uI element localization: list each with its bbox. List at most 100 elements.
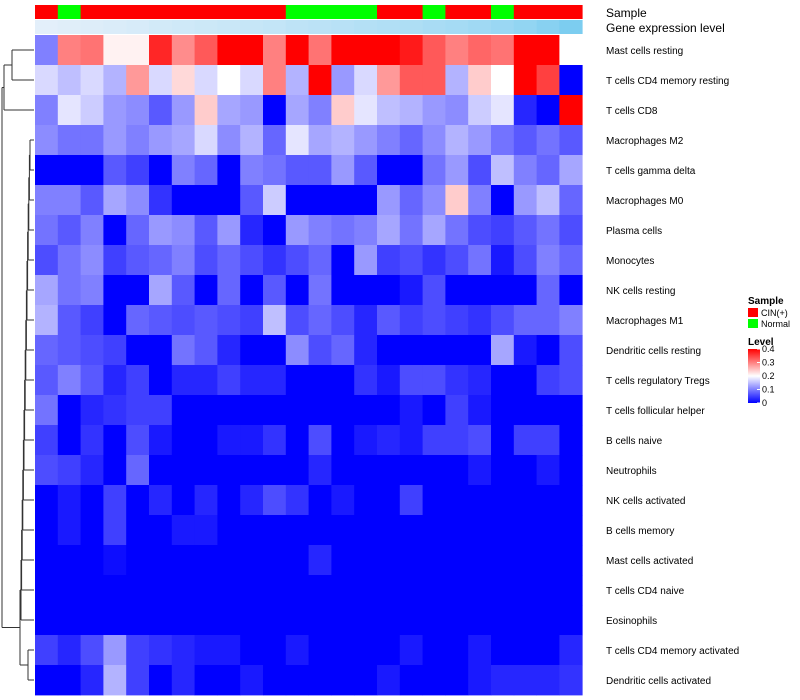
heatmap-cell (285, 275, 309, 306)
heatmap-cell (377, 245, 401, 276)
sample-annotation-cell (57, 5, 81, 19)
heatmap-cell (263, 425, 287, 456)
heatmap-cell (559, 125, 583, 156)
heatmap-cell (149, 65, 173, 96)
heatmap-cell (308, 665, 332, 696)
sample-annotation-cell (308, 5, 332, 19)
heatmap-cell (331, 95, 355, 126)
heatmap-cell (217, 125, 241, 156)
row-label: Macrophages M1 (606, 316, 684, 327)
heatmap-cell (559, 35, 583, 66)
heatmap-cell (422, 665, 446, 696)
heatmap-cell (194, 185, 218, 216)
heatmap-cell (399, 605, 423, 636)
heatmap-cell (240, 515, 264, 546)
heatmap-cell (308, 365, 332, 396)
heatmap-cell (80, 155, 104, 186)
heatmap-cell (240, 125, 264, 156)
heatmap-cell (422, 365, 446, 396)
heatmap-cell (354, 425, 378, 456)
heatmap-cell (35, 545, 59, 576)
heatmap-cell (126, 125, 150, 156)
heatmap-cell (308, 35, 332, 66)
heatmap-cell (240, 455, 264, 486)
heatmap-cell (559, 425, 583, 456)
heatmap-cell (263, 605, 287, 636)
heatmap-cell (491, 635, 515, 666)
heatmap-cell (217, 515, 241, 546)
sample-legend-items: CIN(+)Normal (748, 308, 790, 329)
row-labels: Mast cells resting T cells CD4 memory res… (606, 46, 739, 687)
heatmap-cell (399, 275, 423, 306)
heatmap-cell (468, 125, 492, 156)
heatmap-cell (445, 455, 469, 486)
heatmap-cell (422, 395, 446, 426)
heatmap-cell (126, 395, 150, 426)
heatmap-cell (57, 575, 81, 606)
expression-annotation-cell (57, 20, 81, 34)
heatmap-cell (331, 35, 355, 66)
heatmap-cell (491, 665, 515, 696)
heatmap-cell (285, 545, 309, 576)
heatmap-cell (217, 305, 241, 336)
heatmap-cell (171, 485, 195, 516)
heatmap-cell (468, 95, 492, 126)
heatmap-cell (536, 35, 560, 66)
level-tick-label: 0 (762, 398, 767, 408)
heatmap-cell (559, 65, 583, 96)
heatmap-cell (103, 95, 127, 126)
heatmap-cell (217, 155, 241, 186)
heatmap-cell (194, 545, 218, 576)
heatmap-cell (217, 575, 241, 606)
expression-annotation-cell (217, 20, 241, 34)
heatmap-cell (331, 245, 355, 276)
heatmap-cell (240, 275, 264, 306)
heatmap-cell (217, 185, 241, 216)
heatmap-cell (377, 425, 401, 456)
heatmap-cell (354, 155, 378, 186)
heatmap-cell (422, 605, 446, 636)
heatmap-cell (217, 455, 241, 486)
heatmap-cell (57, 635, 81, 666)
sample-annotation-cell (171, 5, 195, 19)
heatmap-cell (559, 485, 583, 516)
heatmap-cell (399, 665, 423, 696)
heatmap-cell (285, 665, 309, 696)
heatmap-cell (263, 35, 287, 66)
heatmap-cell (377, 365, 401, 396)
heatmap-cell (399, 635, 423, 666)
heatmap-cell (171, 575, 195, 606)
heatmap-cell (422, 245, 446, 276)
heatmap-cell (331, 185, 355, 216)
heatmap-cell (399, 545, 423, 576)
heatmap-cell (308, 245, 332, 276)
heatmap-cell (354, 35, 378, 66)
heatmap-cell (285, 125, 309, 156)
heatmap-cell (491, 485, 515, 516)
heatmap-cell (559, 185, 583, 216)
expression-annotation-cell (263, 20, 287, 34)
heatmap-cell (308, 545, 332, 576)
heatmap-cell (103, 605, 127, 636)
heatmap-cell (285, 65, 309, 96)
expression-annotation-cell (80, 20, 104, 34)
heatmap-cell (536, 485, 560, 516)
heatmap-cell (149, 485, 173, 516)
heatmap-cell (377, 395, 401, 426)
heatmap-cell (126, 455, 150, 486)
heatmap-cell (468, 245, 492, 276)
sample-legend-title: Sample (748, 296, 784, 307)
heatmap-cell (445, 35, 469, 66)
heatmap-cell (171, 545, 195, 576)
heatmap-cell (240, 335, 264, 366)
heatmap-cell (126, 605, 150, 636)
heatmap-cell (331, 545, 355, 576)
heatmap-cell (171, 275, 195, 306)
heatmap-cell (559, 245, 583, 276)
heatmap-cell (171, 305, 195, 336)
heatmap-cell (126, 275, 150, 306)
heatmap-cell (513, 395, 537, 426)
heatmap-cell (240, 575, 264, 606)
heatmap-cell (103, 65, 127, 96)
heatmap-cell (263, 245, 287, 276)
